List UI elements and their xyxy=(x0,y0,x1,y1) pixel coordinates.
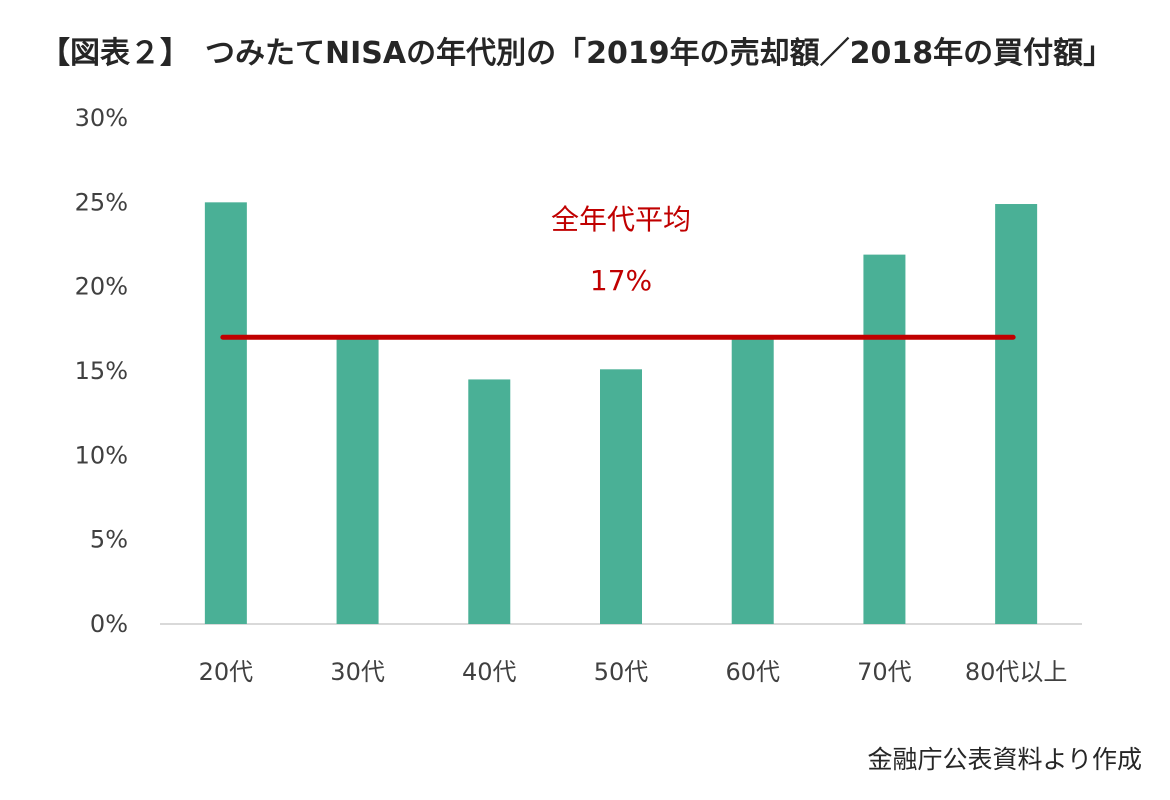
bar xyxy=(995,204,1038,624)
bars xyxy=(204,202,1038,625)
y-tick-label: 15% xyxy=(75,357,128,385)
chart-title: 【図表２】 つみたてNISAの年代別の「2019年の売却額／2018年の買付額」 xyxy=(40,36,1114,71)
bar xyxy=(863,254,906,624)
y-tick-label: 30% xyxy=(75,104,128,132)
source-note: 金融庁公表資料より作成 xyxy=(867,745,1142,774)
y-tick-label: 20% xyxy=(75,273,128,301)
y-tick-label: 10% xyxy=(75,441,128,469)
x-tick-label: 60代 xyxy=(725,658,780,686)
y-tick-label: 0% xyxy=(90,610,128,638)
bar xyxy=(731,338,774,624)
y-tick-label: 5% xyxy=(90,526,128,554)
x-tick-label: 80代以上 xyxy=(965,658,1068,686)
average-label: 全年代平均 xyxy=(551,203,691,236)
x-tick-label: 50代 xyxy=(594,658,649,686)
bar xyxy=(204,202,247,625)
x-tick-label: 20代 xyxy=(199,658,254,686)
bar xyxy=(600,369,642,624)
x-tick-label: 30代 xyxy=(330,658,385,686)
average-value-label: 17% xyxy=(590,264,652,297)
x-axis-labels: 20代 30代 40代 50代 60代 70代 80代以上 xyxy=(199,658,1068,686)
y-tick-label: 25% xyxy=(75,188,128,216)
bar-chart: 0% 5% 10% 15% 20% 25% 30% 20代 30代 40代 50代 60代 70代 80… xyxy=(75,104,1082,686)
y-axis-ticks: 0% 5% 10% 15% 20% 25% 30% xyxy=(75,104,128,638)
x-tick-label: 70代 xyxy=(857,658,912,686)
bar xyxy=(336,338,379,624)
bar xyxy=(468,379,511,624)
x-tick-label: 40代 xyxy=(462,658,517,686)
